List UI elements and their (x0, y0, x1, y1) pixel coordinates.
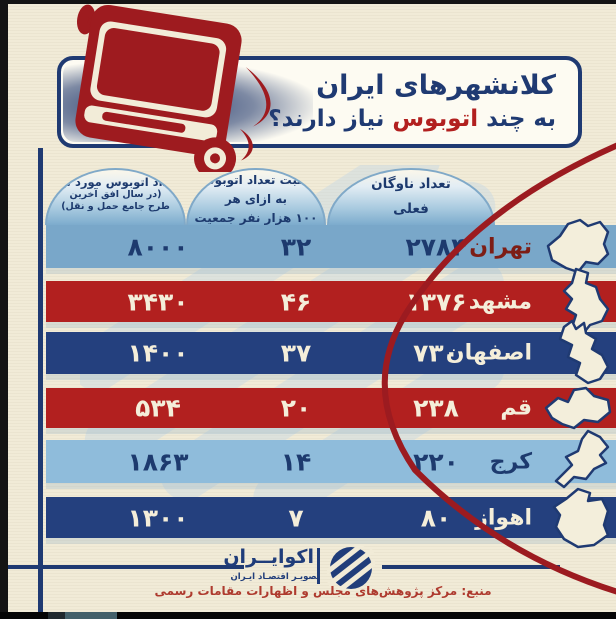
footer-divider-left (8, 565, 244, 569)
frame-vertical-line (38, 148, 43, 612)
cell-current: ۲۲۰ (413, 447, 459, 476)
table-row-isfahan: ۱۴۰۰ ۳۷ ۷۳۰ اصفهان (46, 319, 616, 385)
city-label-qom: قم (500, 395, 532, 421)
header-needed-sub2: طرح جامع حمل و نقل) (61, 201, 170, 213)
cell-needed: ۱۸۶۳ (127, 447, 189, 476)
footer-divider-right (382, 565, 560, 569)
header-needed-sub1: (در سال افق آخرین (69, 189, 162, 200)
city-label-karaj: کرج (489, 449, 532, 474)
cell-needed: ۸۰۰۰ (127, 232, 189, 261)
cell-needed: ۳۴۳۰ (127, 287, 189, 316)
title-accent-word: اتوبوس (392, 106, 479, 133)
source-text: منبع: مرکز پژوهش‌های مجلس و اظهارات مقام… (154, 584, 492, 598)
header-ratio-line3: ۱۰۰ هزار نفر جمعیت (194, 210, 318, 225)
cell-ratio: ۱۴ (280, 447, 312, 476)
brand-name: اکوایــران (223, 546, 314, 568)
title-box: کلانشهرهای ایران به چند اتوبوس نیاز دارن… (57, 56, 582, 148)
ecoiran-logo-icon (327, 544, 375, 592)
cell-needed: ۵۳۴ (135, 393, 181, 423)
header-bubble-ratio: نسبت تعداد اتوبوس به ازای هر ۱۰۰ هزار نف… (186, 168, 326, 225)
table-row-karaj: ۱۸۶۳ ۱۴ ۲۲۰ کرج (46, 429, 616, 488)
cell-ratio: ۲۰ (280, 393, 312, 423)
taskbar-segment-teal (65, 612, 117, 619)
city-label-mashhad: مشهد (468, 289, 532, 314)
cell-ratio: ۷ (288, 503, 304, 532)
title-line-2: به چند اتوبوس نیاز دارند؟ (268, 106, 556, 133)
city-label-ahvaz: اهواز (475, 505, 532, 530)
header-current-line1: تعداد ناوگان (371, 176, 451, 192)
cell-ratio: ۳۲ (280, 232, 312, 261)
page-title: کلانشهرهای ایران به چند اتوبوس نیاز دارن… (268, 68, 556, 135)
edge-strip-left (0, 0, 8, 612)
cell-ratio: ۳۷ (280, 338, 312, 368)
table-row-tehran: ۸۰۰۰ ۳۲ ۲۷۸۴ تهران (46, 218, 616, 273)
header-current-line2: فعلی (393, 200, 429, 217)
table-row-qom: ۵۳۴ ۲۰ ۲۳۸ قم (46, 386, 616, 430)
cell-ratio: ۴۶ (280, 287, 312, 316)
header-bubble-current-fleet: تعداد ناوگان فعلی (327, 168, 495, 225)
header-bubble-needed: تعداد اتوبوس مورد نیاز (در سال افق آخرین… (45, 168, 186, 225)
city-label-isfahan: اصفهان (445, 340, 532, 366)
table-row-ahvaz: ۱۳۰۰ ۷ ۸۰ اهواز (46, 487, 616, 548)
edge-strip-top (0, 0, 616, 4)
cell-needed: ۱۴۰۰ (127, 338, 189, 368)
table-row-mashhad: ۳۴۳۰ ۴۶ ۱۳۷۶ مشهد (46, 267, 616, 336)
province-shape-ahvaz (552, 487, 610, 548)
city-label-tehran: تهران (469, 234, 532, 259)
title-line-1: کلانشهرهای ایران (316, 70, 556, 101)
province-shape-isfahan (558, 319, 610, 385)
cell-current: ۲۳۸ (413, 393, 459, 423)
header-needed-title: تعداد اتوبوس مورد نیاز (51, 175, 180, 189)
header-ratio-line2: به ازای هر (224, 191, 288, 206)
cell-needed: ۱۳۰۰ (127, 503, 189, 532)
header-ratio-line1: نسبت تعداد اتوبوس (198, 173, 314, 187)
brand-divider-bar (317, 548, 320, 584)
taskbar-segment-dark (48, 612, 65, 619)
taskbar-strip (0, 612, 616, 619)
brand-tagline: تصویـر اقتصـاد ایـران (230, 572, 320, 582)
